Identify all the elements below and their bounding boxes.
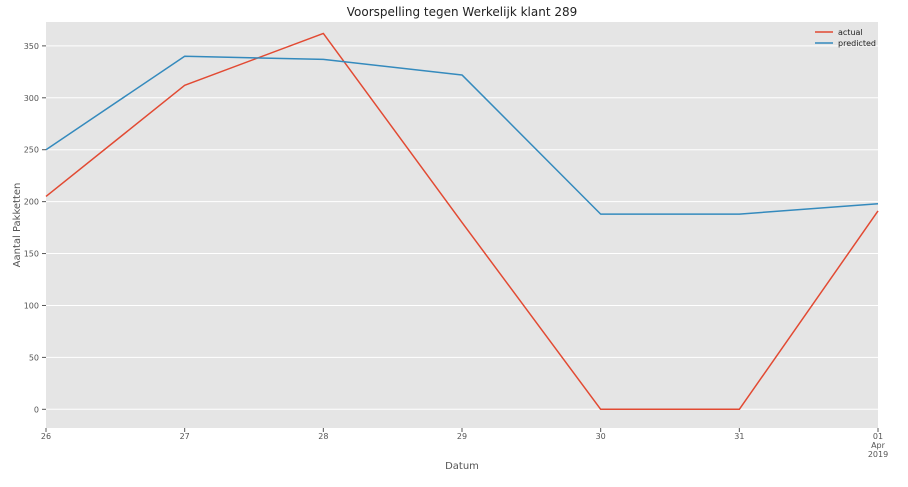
- y-tick-label: 200: [24, 198, 39, 207]
- y-tick-label: 150: [24, 250, 39, 259]
- y-tick-label: 0: [34, 405, 39, 414]
- x-tick-label: 31: [734, 432, 744, 441]
- y-tick-label: 100: [24, 301, 39, 310]
- x-tick-label: 01 Apr 2019: [868, 432, 888, 459]
- x-tick-label: 30: [596, 432, 606, 441]
- y-tick-label: 300: [24, 94, 39, 103]
- x-tick-label: 27: [180, 432, 190, 441]
- legend-label-actual: actual: [838, 28, 863, 37]
- series-line-predicted: [45, 55, 879, 215]
- chart-title: Voorspelling tegen Werkelijk klant 289: [347, 5, 578, 19]
- x-tick-label: 26: [41, 432, 51, 441]
- x-axis-label: Datum: [445, 461, 479, 472]
- legend: actual predicted: [815, 28, 876, 48]
- x-tick-label: 29: [457, 432, 467, 441]
- y-tick-label: 50: [29, 353, 39, 362]
- y-tick-label: 350: [24, 42, 39, 51]
- y-tick-label: 250: [24, 146, 39, 155]
- series-line-actual: [45, 32, 879, 411]
- legend-label-predicted: predicted: [838, 39, 876, 48]
- y-axis-label: Aantal Pakketten: [12, 183, 23, 268]
- x-tick-label: 28: [318, 432, 328, 441]
- plot-area: [46, 22, 878, 428]
- x-axis-ticks: 26 27 28 29 30 31 01 Apr 2019: [41, 428, 888, 459]
- series-lines: [45, 32, 879, 411]
- grid-lines: [46, 45, 878, 410]
- y-axis-ticks: 0 50 100 150 200 250 300 350: [24, 42, 46, 414]
